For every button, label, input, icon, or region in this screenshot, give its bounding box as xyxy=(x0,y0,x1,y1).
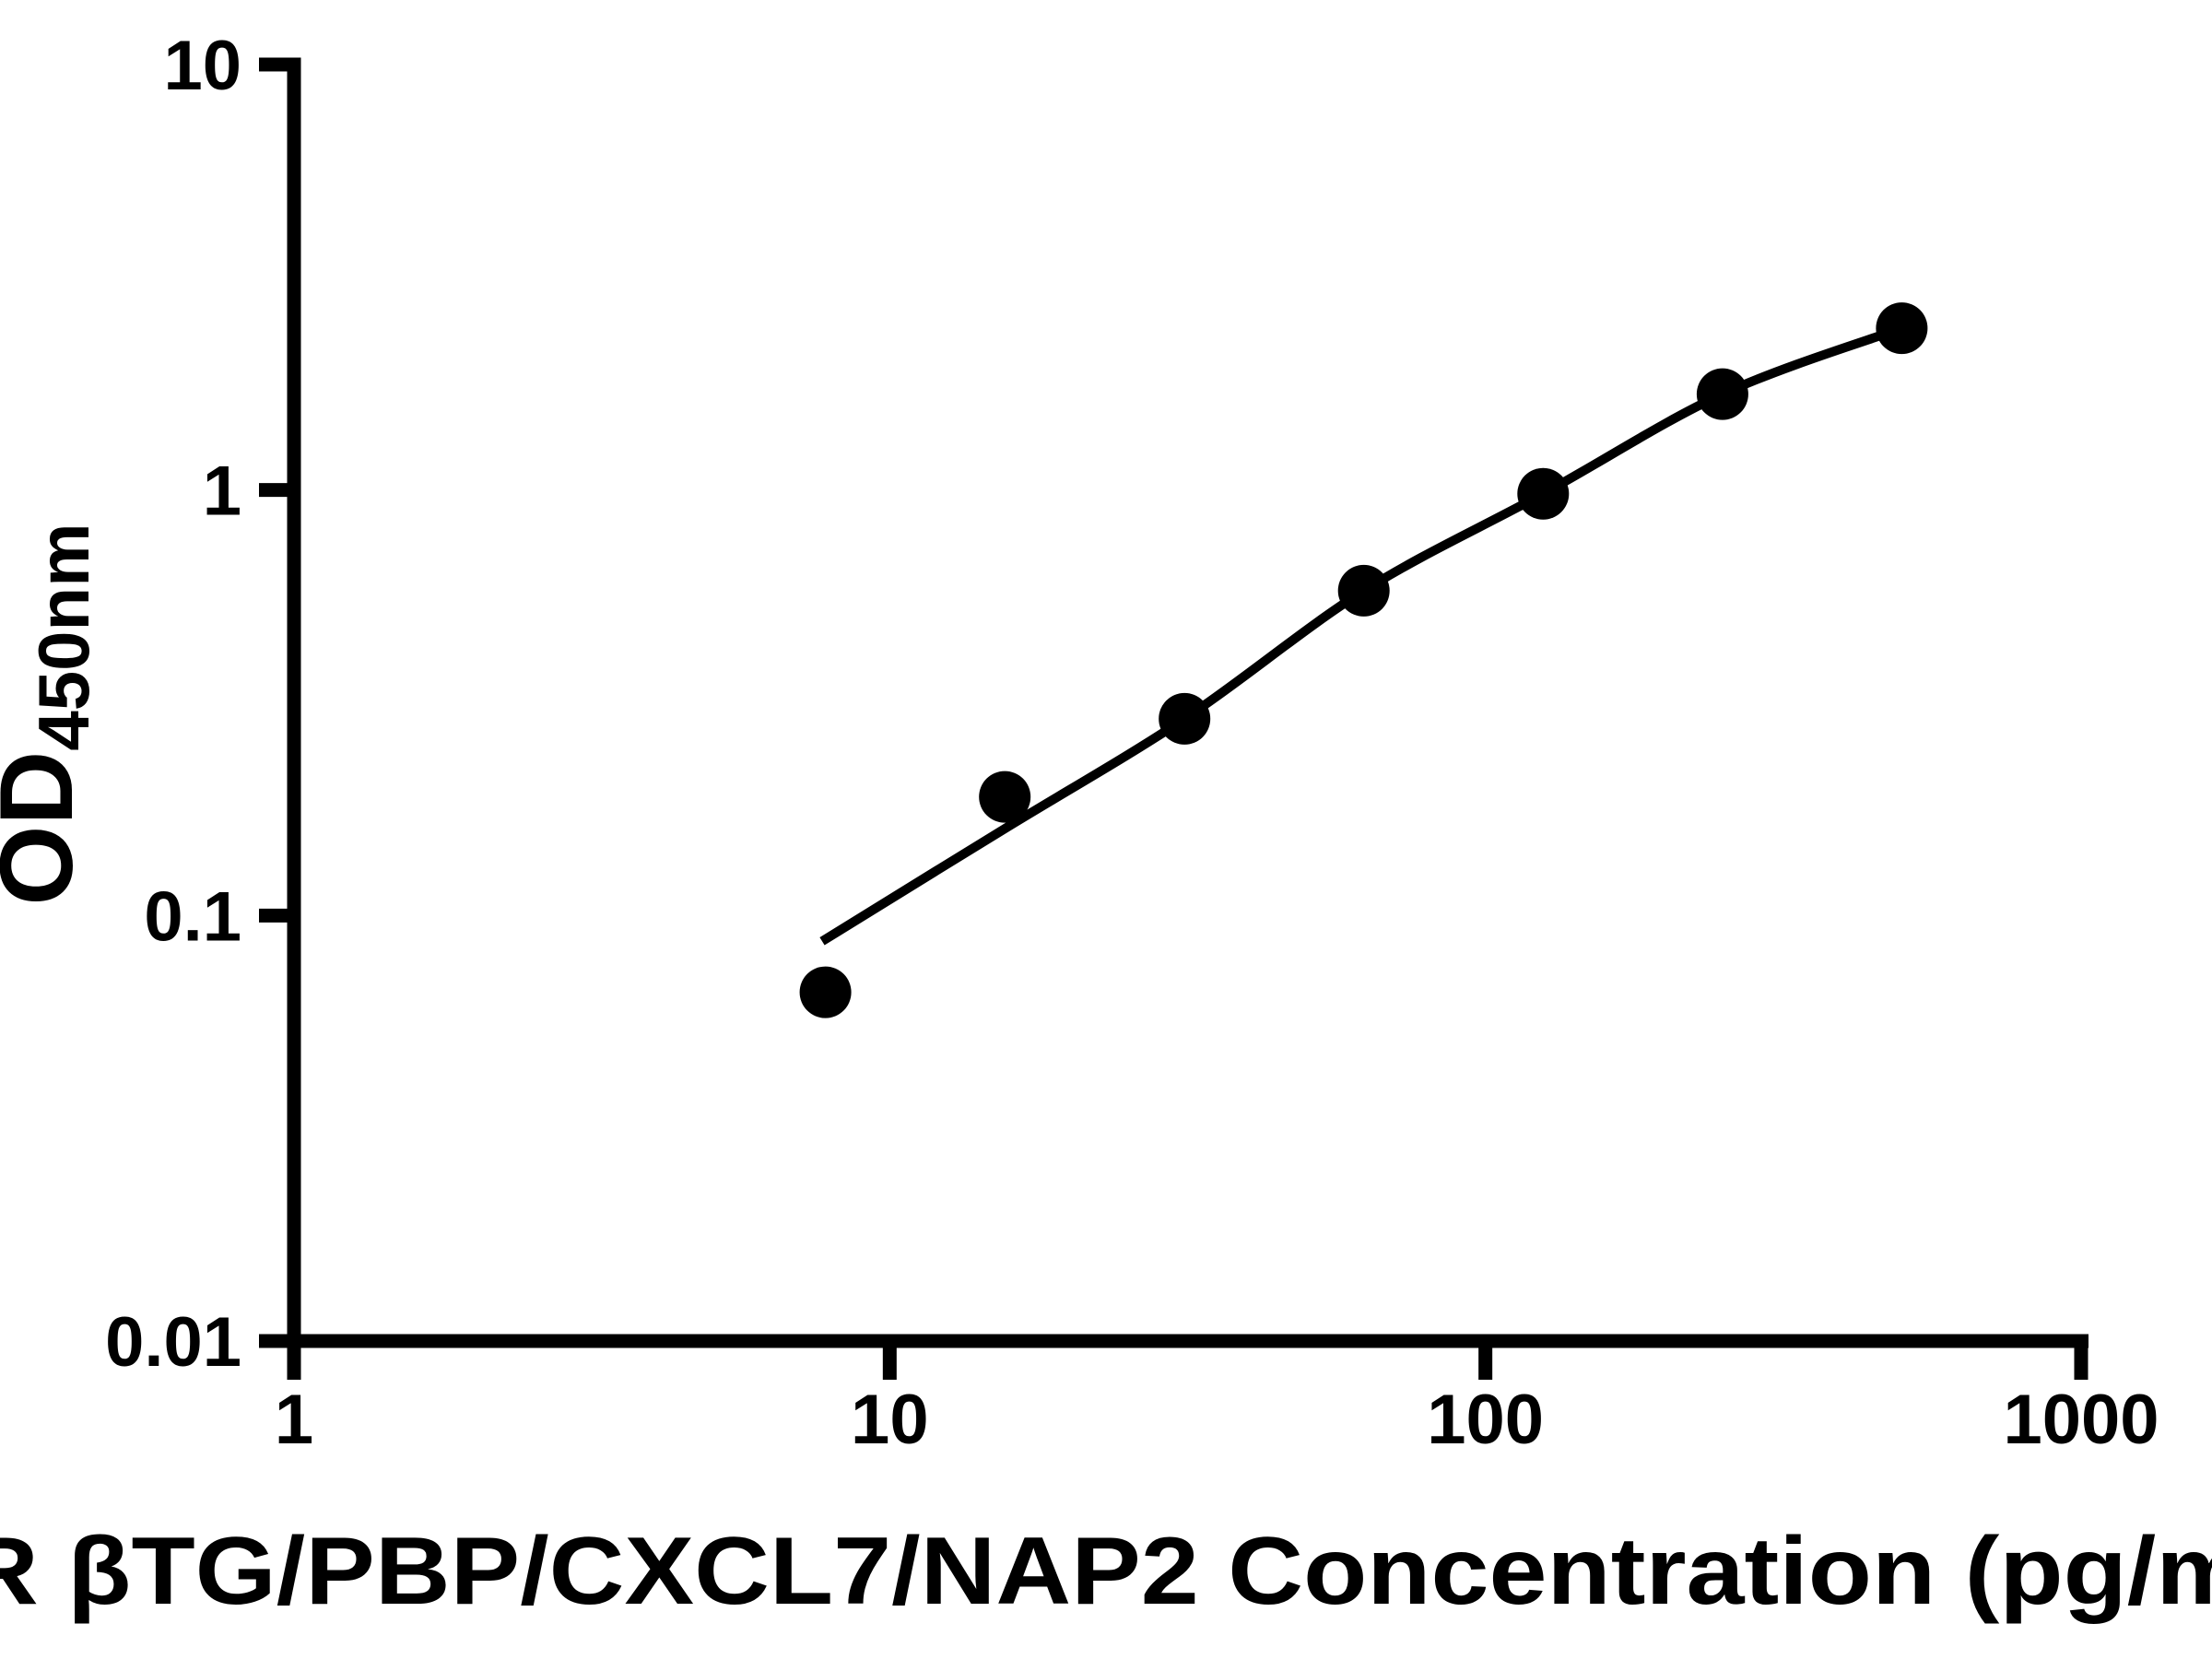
x-tick-label: 1000 xyxy=(2003,1381,2159,1459)
y-axis-title-main: OD xyxy=(0,751,94,906)
data-point xyxy=(1517,467,1570,520)
y-tick-label: 0.01 xyxy=(105,1303,241,1382)
data-point xyxy=(979,771,1031,823)
y-axis-title: OD450nm xyxy=(0,523,104,905)
plot-series xyxy=(799,302,1928,1018)
y-axis-title-sub: 450nm xyxy=(23,523,104,750)
y-tick-label: 1 xyxy=(203,453,241,531)
data-point xyxy=(1159,692,1211,745)
fit-curve-line xyxy=(819,324,1904,946)
x-tick-label: 10 xyxy=(851,1381,929,1459)
x-tick-label: 100 xyxy=(1427,1381,1544,1459)
data-point xyxy=(799,966,852,1018)
x-tick-label: 1 xyxy=(275,1381,313,1459)
axes: 10 1 0.1 0.01 1 10 100 1000 xyxy=(105,27,2159,1459)
x-axis-title: R βTG/PBP/CXCL7/NAP2 Concentration (pg/m xyxy=(0,1518,2212,1625)
data-point xyxy=(1696,368,1748,420)
data-point xyxy=(1876,302,1928,355)
data-point xyxy=(1337,564,1390,617)
y-tick-label: 0.1 xyxy=(144,877,241,956)
y-tick-label: 10 xyxy=(163,27,241,105)
